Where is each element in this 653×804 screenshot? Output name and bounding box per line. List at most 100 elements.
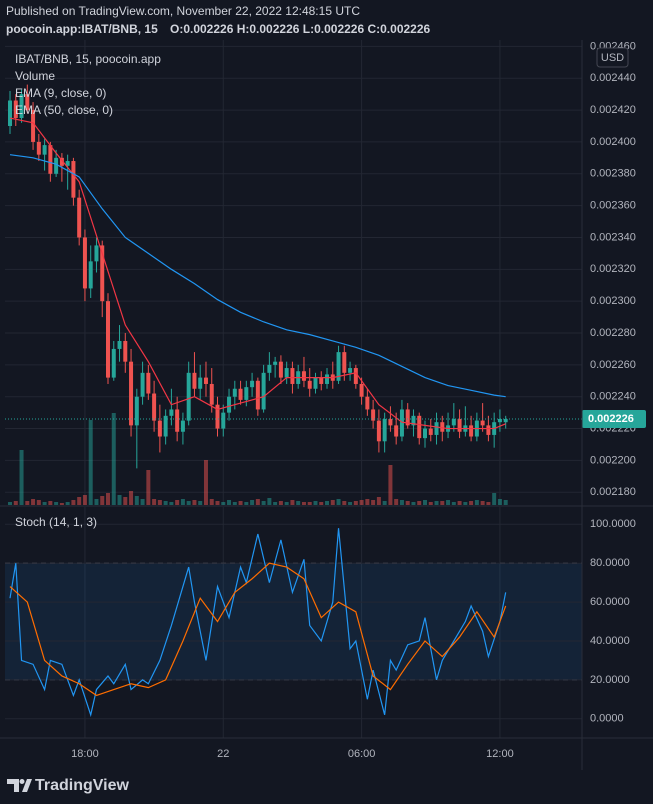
candle-body: [290, 368, 295, 384]
volume-bar: [88, 420, 93, 505]
volume-bar: [394, 499, 399, 505]
candle-body: [411, 415, 416, 426]
candle-body: [238, 388, 243, 400]
volume-bar: [261, 501, 266, 505]
stoch-title: Stoch (14, 1, 3): [15, 515, 97, 529]
y-tick-label: 0.002240: [590, 391, 636, 403]
candle-body: [255, 380, 260, 410]
volume-bar: [250, 500, 255, 505]
y-tick-label: 60.0000: [590, 596, 630, 608]
candle-body: [227, 396, 232, 413]
candle-body: [319, 377, 324, 384]
candle-body: [215, 404, 220, 429]
candle-body: [134, 396, 139, 426]
volume-bar: [163, 501, 168, 505]
candle-body: [152, 393, 157, 421]
volume-bar: [25, 501, 30, 505]
candle-body: [422, 428, 427, 439]
candle-body: [54, 157, 59, 174]
candle-body: [434, 422, 439, 435]
volume-bar: [186, 501, 191, 505]
candle-body: [301, 371, 306, 381]
candle-body: [353, 368, 358, 384]
volume-bar: [446, 500, 451, 505]
candle-body: [8, 100, 13, 126]
volume-bar: [503, 500, 508, 505]
published: Published on TradingView.com, November 2…: [6, 4, 360, 18]
candle-body: [273, 361, 278, 365]
symbol: poocoin.app:IBAT/BNB, 15: [6, 22, 158, 36]
candle-body: [428, 428, 433, 435]
candle-body: [59, 157, 64, 166]
volume-bar: [198, 501, 203, 505]
x-tick-label: 18:00: [71, 748, 99, 760]
volume-bar: [301, 502, 306, 505]
candle-body: [209, 383, 214, 405]
currency-box[interactable]: [596, 47, 629, 68]
candle-body: [313, 377, 318, 389]
candle-body: [469, 425, 474, 437]
volume-bar: [169, 502, 174, 505]
volume-bar: [146, 470, 151, 505]
y-tick-label: 0.002280: [590, 327, 636, 339]
candle-body: [48, 145, 53, 174]
volume-bar: [8, 502, 13, 505]
y-tick-label: 40.0000: [590, 635, 630, 647]
candle-body: [359, 383, 364, 397]
volume-bar: [492, 493, 497, 505]
volume-bar: [405, 501, 410, 505]
candle-body: [365, 396, 370, 410]
candle-body: [146, 372, 151, 394]
volume-bar: [232, 502, 237, 505]
volume-bar: [307, 502, 312, 505]
legend-ema9: EMA (9, close, 0): [15, 86, 106, 100]
y-tick-label: 0.002200: [590, 454, 636, 466]
candle-body: [342, 352, 347, 373]
volume-bar: [359, 500, 364, 505]
volume-bar: [123, 497, 128, 505]
volume-bar: [111, 413, 116, 505]
candle-body: [117, 340, 122, 349]
candle-body: [31, 110, 36, 142]
last-price-label: 0.002226: [588, 413, 634, 425]
volume-bar: [215, 501, 220, 505]
y-tick-label: 80.0000: [590, 557, 630, 569]
volume-bar: [371, 500, 376, 505]
candle-body: [244, 387, 249, 400]
candle-body: [307, 380, 312, 389]
currency: USD: [601, 52, 624, 64]
volume-bar: [192, 500, 197, 505]
y-tick-label: 0.002260: [590, 359, 636, 371]
candle-body: [336, 352, 341, 381]
candle-body: [140, 372, 145, 397]
y-tick-label: 0.002320: [590, 263, 636, 275]
volume-bar: [411, 502, 416, 505]
candle-body: [25, 94, 30, 111]
volume-bar: [129, 491, 134, 505]
candle-body: [382, 419, 387, 442]
plots: 18:00 22 06:00 12:00 0.002180 0.002200 0.00222…: [5, 40, 646, 760]
volume-bar: [134, 496, 139, 505]
volume-bar: [497, 499, 502, 505]
legend-ema50: EMA (50, close, 0): [15, 103, 113, 117]
y-tick-label: 0.002360: [590, 200, 636, 212]
volume-bar: [365, 499, 370, 505]
candle-body: [497, 419, 502, 423]
candle-body: [480, 420, 485, 426]
x-tick-label: 22: [217, 748, 229, 760]
candle-body: [192, 372, 197, 389]
line: [9, 528, 507, 718]
volume-bar: [238, 501, 243, 505]
volume-bar: [353, 501, 358, 505]
candle-body: [77, 197, 82, 238]
x-tick-label: 12:00: [486, 748, 514, 760]
volume-bar: [273, 502, 278, 505]
candle-body: [129, 361, 134, 426]
y-tick-label: 0.002400: [590, 136, 636, 148]
y-tick-label: 0.002420: [590, 104, 636, 116]
volume-bar: [100, 496, 105, 505]
candle-body: [42, 145, 47, 155]
volume-bar: [336, 499, 341, 505]
